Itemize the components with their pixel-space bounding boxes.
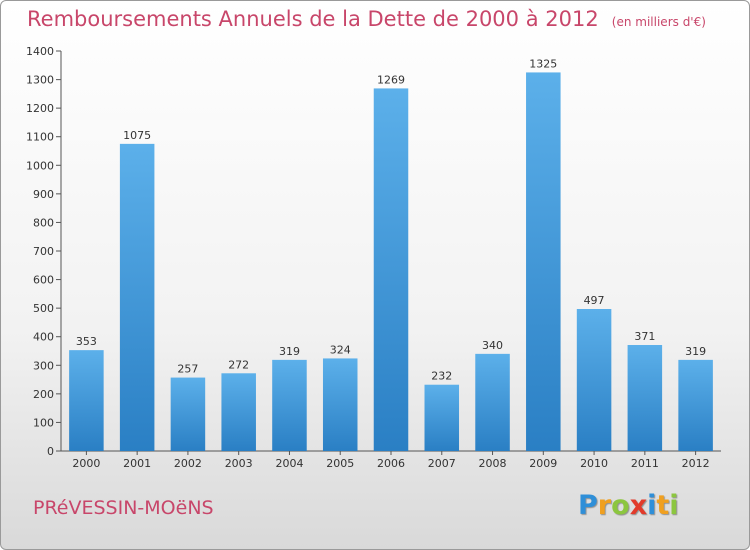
bar-value-label: 1269 (377, 73, 405, 86)
y-tick-label: 0 (47, 445, 54, 458)
bar-value-label: 340 (482, 339, 503, 352)
bar-value-label: 371 (634, 330, 655, 343)
bar-value-label: 272 (228, 358, 249, 371)
x-tick-label: 2009 (529, 457, 557, 470)
bar-value-label: 257 (177, 363, 198, 376)
y-tick-label: 400 (33, 331, 54, 344)
bar (170, 377, 206, 451)
x-tick-label: 2011 (631, 457, 659, 470)
y-tick-label: 500 (33, 302, 54, 315)
proxiti-logo: Proxiti (578, 490, 679, 521)
logo-letter: x (629, 490, 648, 521)
bar (221, 373, 256, 451)
y-tick-label: 1000 (26, 159, 54, 172)
bar (424, 384, 460, 451)
y-tick-label: 100 (33, 416, 54, 429)
x-tick-label: 2005 (326, 457, 354, 470)
logo-letter: i (647, 490, 657, 521)
labels: 353 1075 257 272 319 324 1269 232 340 1325 497 371 3… (76, 57, 706, 382)
bar (119, 143, 155, 451)
logo-letter: t (656, 490, 670, 521)
bar-value-label: 232 (431, 370, 452, 383)
x-tick-label: 2001 (123, 457, 151, 470)
x-tick-label: 2012 (682, 457, 710, 470)
bars (69, 72, 713, 451)
bar-value-label: 1325 (529, 57, 557, 70)
commune-name: PRéVESSIN-MOëNS (33, 497, 214, 519)
y-tick-label: 200 (33, 388, 54, 401)
axes: 0 100 200 300 400 500 600 700 800 900 1000 1100 1200… (26, 45, 721, 470)
logo-letter: i (669, 490, 679, 521)
bar-value-label: 324 (330, 343, 351, 356)
y-tick-label: 800 (33, 216, 54, 229)
y-tick-label: 1300 (26, 74, 54, 87)
bar-value-label: 497 (584, 294, 605, 307)
x-tick-label: 2007 (428, 457, 456, 470)
y-tick-label: 700 (33, 245, 54, 258)
y-tick-label: 1200 (26, 102, 54, 115)
bar-value-label: 319 (685, 345, 706, 358)
bar (373, 88, 409, 451)
x-tick-label: 2002 (174, 457, 202, 470)
y-tick-label: 300 (33, 359, 54, 372)
y-tick-label: 1400 (26, 45, 54, 58)
bar (627, 345, 663, 451)
bar (69, 350, 104, 451)
x-tick-label: 2008 (479, 457, 507, 470)
logo-letter: r (597, 490, 612, 521)
y-tick-label: 600 (33, 274, 54, 287)
x-tick-label: 2006 (377, 457, 405, 470)
x-tick-label: 2000 (72, 457, 100, 470)
chart-title: Remboursements Annuels de la Dette de 20… (27, 7, 599, 31)
bar-value-label: 353 (76, 335, 97, 348)
bar (526, 72, 561, 451)
x-tick-label: 2004 (275, 457, 303, 470)
bar (576, 309, 612, 451)
chart-unit: (en milliers d'€) (611, 15, 706, 29)
x-tick-label: 2010 (580, 457, 608, 470)
y-tick-label: 900 (33, 188, 54, 201)
bar (475, 353, 510, 451)
bar (322, 358, 358, 451)
bar (678, 359, 713, 451)
x-tick-label: 2003 (225, 457, 253, 470)
chart-header: Remboursements Annuels de la Dette de 20… (27, 7, 706, 31)
bar-value-label: 1075 (123, 129, 151, 142)
y-tick-label: 1100 (26, 131, 54, 144)
logo-letter: o (611, 490, 630, 521)
bar (272, 359, 307, 451)
bar-value-label: 319 (279, 345, 300, 358)
logo-letter: P (578, 490, 598, 521)
